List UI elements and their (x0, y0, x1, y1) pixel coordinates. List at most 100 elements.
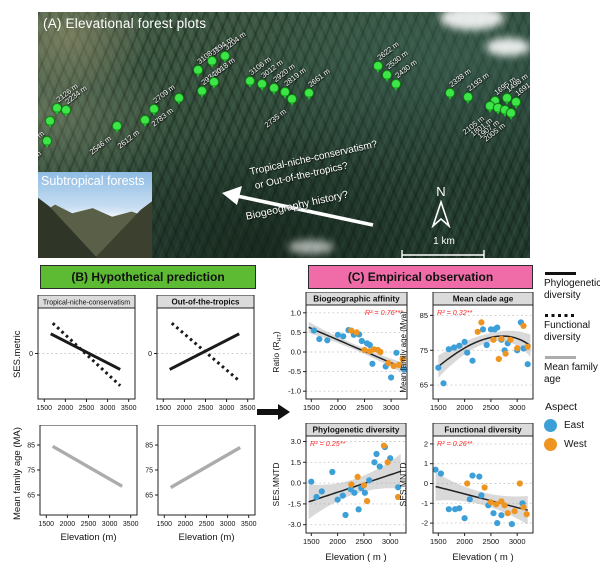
point-west (360, 482, 367, 489)
point-east (476, 473, 483, 480)
x-tick: 1500 (303, 403, 320, 412)
r-squared: R² = 0.25** (310, 439, 346, 448)
point-west (501, 502, 508, 509)
x-tick: 1500 (430, 537, 447, 546)
point-east (461, 338, 468, 345)
x-axis-label: Elevation ( m ) (325, 552, 386, 563)
x-tick: 3000 (509, 537, 526, 546)
point-east (524, 361, 531, 368)
map-pin-label: 2709 m (151, 82, 177, 105)
point-west (493, 501, 500, 508)
x-tick: 1500 (430, 403, 447, 412)
plot-title-strip (305, 291, 408, 306)
y-tick: -1 (421, 499, 428, 508)
point-west (511, 508, 518, 515)
point-east (316, 336, 323, 343)
x-tick: 3000 (220, 521, 236, 528)
x-tick: 3000 (102, 521, 118, 528)
x-tick: 2500 (198, 405, 214, 412)
point-east (456, 342, 463, 349)
point-east (334, 496, 341, 503)
trend-line (308, 470, 401, 503)
point-east (479, 326, 487, 333)
plot-biogeographic-affinity: Biogeographic affinity 1500 2000 2500 3000 1.… (270, 291, 413, 420)
point-east (401, 366, 407, 373)
functional-diversity-line (170, 322, 241, 382)
point-east (435, 364, 442, 371)
y-tick: -3.0 (288, 520, 301, 529)
point-east (369, 360, 376, 367)
x-tick: 2000 (60, 521, 76, 528)
point-west (384, 459, 391, 466)
plot-title: Functional diversity (444, 426, 522, 435)
point-west (478, 319, 485, 326)
plot-title: Out-of-the-tropics (172, 298, 241, 307)
point-east (478, 492, 485, 499)
y-tick: 0.0 (291, 479, 301, 488)
r-squared: R² = 0.26** (437, 439, 473, 448)
ylabel-mean-family-age: Mean family age (MA) (12, 427, 23, 520)
x-tick: 2000 (329, 537, 346, 546)
point-east (373, 450, 380, 458)
x-axis-label: Elevation ( m ) (452, 552, 513, 563)
map-pin (45, 116, 55, 128)
map-pin (112, 121, 122, 133)
plot-phylogenetic-diversity: Phylogenetic diversity 1500 2000 2500 3000 3.… (270, 422, 412, 568)
y-tick: 65 (420, 381, 428, 390)
chart-b4-svg: 1500 2000 2500 3000 3500 85 75 65 Elevation (m) (145, 424, 257, 543)
point-east (469, 357, 476, 364)
point-east (456, 505, 463, 512)
plot-functional-diversity: Functional diversity 1500 2000 2500 3000 2 1 0 -… (397, 422, 539, 568)
y-tick: 0.5 (291, 328, 301, 337)
point-east (329, 468, 336, 476)
map-pin (193, 65, 203, 77)
point-west (353, 329, 360, 336)
x-tick: 3000 (382, 537, 399, 546)
map-pin (511, 97, 521, 109)
point-east (464, 349, 471, 356)
y-tick: -1.5 (288, 499, 301, 508)
point-west (464, 480, 471, 487)
legend-label-west: West (564, 439, 587, 450)
x-tick: 2500 (81, 521, 97, 528)
y-axis-label: SES.MNTD (271, 463, 281, 507)
y-tick: 1.5 (291, 458, 301, 467)
map-pin (245, 76, 255, 88)
point-east (466, 496, 473, 503)
point-east (469, 472, 476, 479)
point-east (395, 484, 402, 491)
point-west (380, 442, 387, 449)
point-east (342, 511, 349, 519)
panel-a-title: (A) Elevational forest plots (43, 16, 207, 31)
plot-title-strip (37, 294, 136, 309)
map-pin (207, 56, 217, 68)
plot-mean-family-age-decreasing: 1500 2000 2500 3000 3500 85 75 65 Elevation (m) (24, 424, 141, 548)
point-east (334, 331, 341, 338)
point-west (504, 510, 511, 517)
trend-line (437, 335, 531, 368)
biogeography-arrow-icon (222, 186, 374, 227)
map-pin (174, 93, 184, 105)
point-west (507, 336, 514, 343)
cloud (288, 240, 334, 254)
x-tick: 3500 (121, 405, 137, 412)
y-tick: 3.0 (291, 437, 301, 446)
r-squared: R² = 0.32** (437, 308, 473, 317)
y-tick: 75 (145, 468, 153, 475)
point-east (339, 492, 346, 499)
x-tick: 1500 (37, 405, 53, 412)
y-tick: -2 (421, 519, 428, 528)
map-pin (287, 94, 297, 106)
legend-row-east: East (544, 419, 600, 432)
map-pin (149, 104, 159, 116)
x-tick: 1500 (157, 521, 173, 528)
chart-c4-svg: Functional diversity 1500 2000 2500 3000 2 1 0 -… (398, 422, 534, 563)
y-tick: -0.5 (288, 367, 301, 376)
point-east (437, 470, 444, 477)
y-axis-label: SES.MNTD (398, 463, 408, 507)
legend-label-phylogenetic: Phylogenetic diversity (544, 278, 600, 301)
point-west (399, 355, 406, 363)
plot-tropical-niche-conservatism: Tropical-niche-conservatism 1500 2000 2500 3… (26, 294, 139, 418)
cloud (440, 12, 504, 30)
map-pin (373, 61, 383, 73)
